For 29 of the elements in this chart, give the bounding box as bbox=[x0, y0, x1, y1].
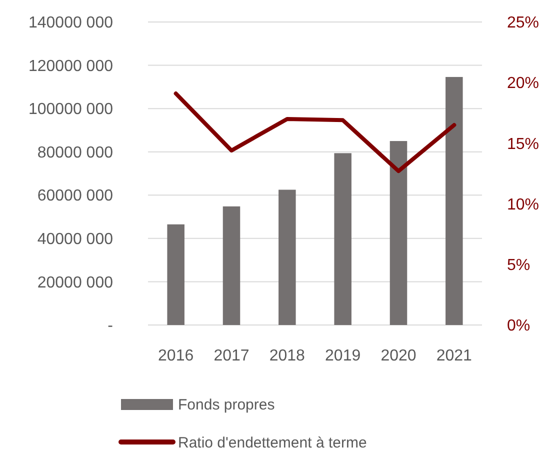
y2-tick-label: 20% bbox=[507, 75, 540, 92]
y-tick-label: 80000 000 bbox=[37, 144, 114, 162]
line-series bbox=[174, 92, 456, 174]
bar bbox=[390, 141, 408, 325]
y-tick-label: 140000 000 bbox=[28, 14, 114, 32]
bar bbox=[334, 153, 352, 325]
y2-tick-label: 5% bbox=[507, 257, 530, 274]
x-tick-label: 2016 bbox=[158, 348, 194, 365]
bar bbox=[446, 76, 463, 325]
y2-tick-label: 0% bbox=[507, 318, 530, 335]
legend-label: Ratio d'endettement à terme bbox=[178, 434, 367, 452]
bar bbox=[167, 224, 184, 325]
y2-tick-label: 10% bbox=[507, 196, 540, 214]
x-tick-label: 2020 bbox=[380, 348, 416, 365]
y2-tick-label: 25% bbox=[507, 14, 540, 32]
bar bbox=[278, 190, 296, 325]
y2-tick-label: 15% bbox=[507, 136, 540, 153]
bar bbox=[222, 206, 240, 325]
legend-label: Fonds propres bbox=[178, 396, 275, 414]
x-tick-label: 2017 bbox=[214, 348, 250, 365]
x-tick-label: 2018 bbox=[269, 348, 306, 365]
y-tick-label: 100000 000 bbox=[28, 101, 114, 118]
x-tick-label: 2021 bbox=[436, 348, 472, 365]
y-tick-label: 20000 000 bbox=[37, 274, 114, 292]
y-tick-label: 120000 000 bbox=[28, 58, 114, 75]
y-tick-label: - bbox=[108, 318, 113, 335]
x-tick-label: 2019 bbox=[325, 348, 361, 365]
y-tick-label: 60000 000 bbox=[37, 188, 114, 205]
y-tick-label: 40000 000 bbox=[37, 231, 114, 248]
